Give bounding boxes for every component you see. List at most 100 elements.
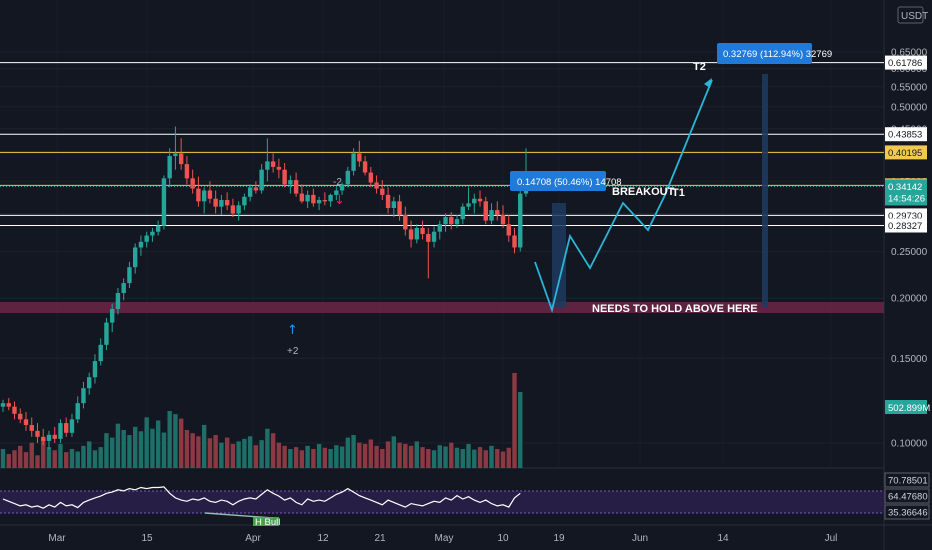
candle-body[interactable]	[178, 153, 184, 165]
candle-body[interactable]	[64, 423, 69, 433]
candle-body[interactable]	[190, 178, 195, 189]
candle-body[interactable]	[12, 406, 17, 414]
candle-body[interactable]	[380, 188, 385, 195]
volume-bar	[58, 443, 63, 468]
candle-body[interactable]	[495, 210, 500, 215]
candle-body[interactable]	[362, 161, 368, 173]
candle-body[interactable]	[23, 419, 29, 425]
level-price-tag	[885, 55, 927, 70]
candle-body[interactable]	[155, 225, 161, 232]
volume-bar	[81, 445, 86, 468]
volume-bar	[242, 438, 247, 468]
candle-body[interactable]	[138, 241, 144, 248]
candle-body[interactable]	[483, 201, 488, 221]
candle-body[interactable]	[87, 377, 92, 389]
candle-body[interactable]	[196, 188, 201, 202]
candle-body[interactable]	[426, 233, 431, 242]
candle-body[interactable]	[322, 200, 328, 202]
candle-body[interactable]	[161, 178, 167, 226]
candle-body[interactable]	[293, 180, 299, 194]
candle-body[interactable]	[236, 205, 241, 214]
candle-body[interactable]	[311, 194, 316, 204]
candle-body[interactable]	[29, 424, 34, 431]
currency-tag[interactable]	[897, 6, 924, 24]
candle-body[interactable]	[351, 153, 356, 171]
candle-body[interactable]	[460, 206, 465, 220]
candle-body[interactable]	[265, 161, 270, 170]
candle-body[interactable]	[35, 430, 40, 437]
candle-body[interactable]	[75, 403, 80, 420]
candle-body[interactable]	[414, 227, 420, 240]
candle-body[interactable]	[506, 224, 511, 236]
candle-body[interactable]	[81, 388, 86, 404]
candle-body[interactable]	[167, 156, 172, 179]
candle-body[interactable]	[242, 196, 247, 206]
candle-body[interactable]	[207, 190, 213, 199]
candle-body[interactable]	[316, 200, 322, 204]
candle-body[interactable]	[58, 423, 63, 439]
candle-body[interactable]	[512, 235, 517, 248]
candle-body[interactable]	[69, 419, 75, 433]
candle-body[interactable]	[339, 184, 345, 191]
candle-body[interactable]	[41, 436, 46, 441]
candle-body[interactable]	[92, 361, 98, 378]
candle-body[interactable]	[115, 293, 121, 309]
candle-body[interactable]	[247, 187, 253, 197]
candle-body[interactable]	[472, 198, 477, 204]
candle-body[interactable]	[431, 231, 437, 242]
candle-body[interactable]	[437, 224, 442, 232]
candle-body[interactable]	[18, 413, 23, 420]
candle-body[interactable]	[46, 434, 52, 441]
candle-body[interactable]	[454, 219, 460, 225]
candle-body[interactable]	[144, 235, 149, 242]
candle-body[interactable]	[282, 169, 287, 185]
candle-body[interactable]	[420, 227, 425, 234]
candle-body[interactable]	[6, 403, 11, 407]
candle-body[interactable]	[52, 434, 57, 439]
candle-body[interactable]	[276, 166, 282, 170]
candle-body[interactable]	[98, 344, 103, 362]
candle-body[interactable]	[213, 198, 218, 207]
candle-body[interactable]	[104, 322, 109, 345]
candle-body[interactable]	[109, 308, 115, 323]
candle-body[interactable]	[391, 201, 397, 209]
candle-body[interactable]	[489, 210, 494, 221]
candle-body[interactable]	[408, 229, 414, 240]
measure-box-1[interactable]	[552, 203, 566, 308]
candle-body[interactable]	[477, 198, 483, 202]
candle-body[interactable]	[518, 193, 523, 248]
candle-body[interactable]	[299, 193, 305, 202]
candle-body[interactable]	[201, 190, 207, 202]
candle-body[interactable]	[305, 194, 310, 202]
candle-body[interactable]	[230, 205, 236, 214]
candle-body[interactable]	[253, 187, 259, 191]
candle-body[interactable]	[466, 203, 471, 207]
candle-body[interactable]	[368, 172, 374, 183]
candle-body[interactable]	[357, 153, 362, 162]
candle-body[interactable]	[403, 214, 408, 230]
candle-body[interactable]	[132, 247, 138, 268]
candle-body[interactable]	[334, 190, 339, 195]
candle-body[interactable]	[500, 214, 506, 225]
candle-body[interactable]	[150, 231, 155, 236]
candle-body[interactable]	[224, 200, 230, 206]
candle-body[interactable]	[184, 164, 190, 179]
candle-body[interactable]	[288, 180, 293, 185]
candle-body[interactable]	[0, 403, 6, 407]
candle-body[interactable]	[259, 169, 264, 191]
candle-body[interactable]	[270, 161, 276, 167]
candle-body[interactable]	[173, 153, 178, 157]
candle-body[interactable]	[121, 283, 126, 294]
candle-body[interactable]	[374, 182, 379, 189]
candle-body[interactable]	[443, 217, 448, 225]
candle-body[interactable]	[328, 194, 333, 202]
candle-body[interactable]	[219, 200, 224, 207]
volume-bar	[115, 423, 121, 468]
candle-body[interactable]	[385, 194, 391, 209]
candle-body[interactable]	[345, 170, 351, 185]
measure-box-2[interactable]	[762, 74, 768, 308]
candle-body[interactable]	[127, 267, 132, 284]
candle-body[interactable]	[449, 217, 454, 225]
candle-body[interactable]	[397, 201, 402, 215]
